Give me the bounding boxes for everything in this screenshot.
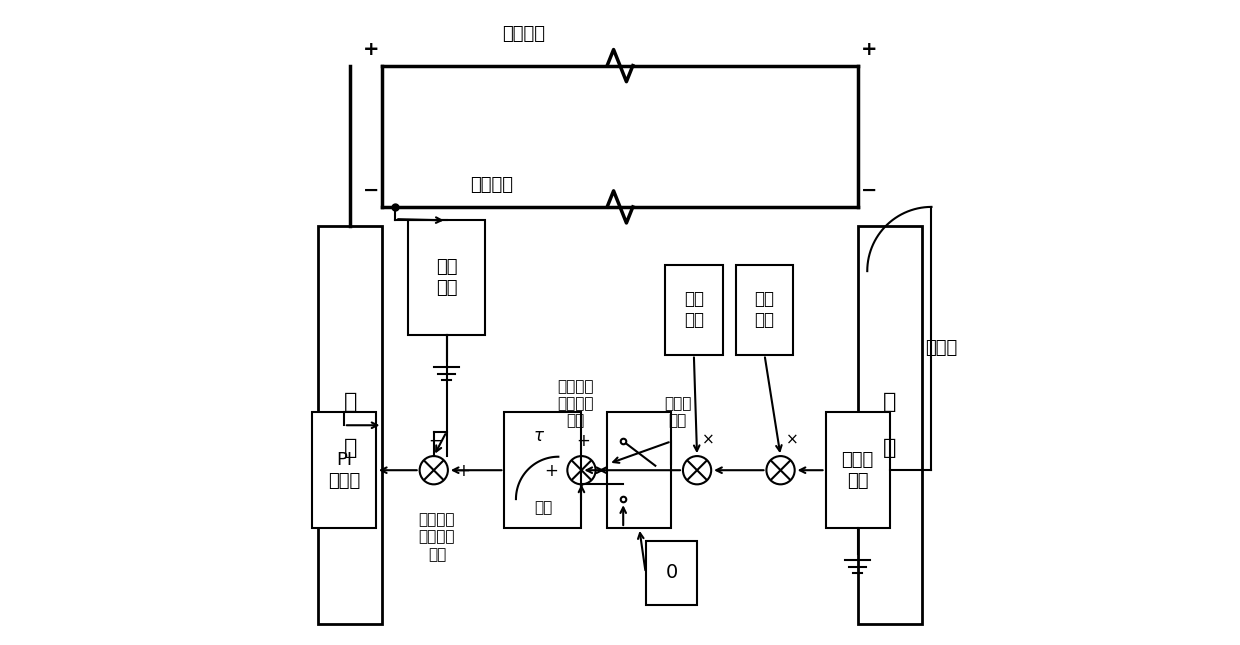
- FancyBboxPatch shape: [608, 412, 671, 528]
- Text: +: +: [575, 432, 590, 450]
- Text: 电

源: 电 源: [343, 392, 357, 459]
- FancyBboxPatch shape: [505, 412, 582, 528]
- Text: +: +: [544, 462, 558, 481]
- Text: 校准
系数: 校准 系数: [683, 290, 704, 329]
- FancyBboxPatch shape: [826, 412, 890, 528]
- Text: τ: τ: [534, 426, 544, 444]
- FancyBboxPatch shape: [319, 226, 382, 624]
- FancyBboxPatch shape: [735, 264, 794, 355]
- Text: +: +: [362, 40, 379, 59]
- Text: 滤波: 滤波: [533, 500, 552, 515]
- Text: 补偿电
压值: 补偿电 压值: [665, 396, 692, 428]
- Text: 电压
反馈: 电压 反馈: [435, 258, 458, 297]
- Text: 第一电缆: 第一电缆: [502, 25, 546, 43]
- Text: 补偿前输
出电压给
定值: 补偿前输 出电压给 定值: [557, 379, 593, 428]
- Text: ×: ×: [702, 433, 715, 448]
- Text: −: −: [861, 181, 877, 201]
- FancyBboxPatch shape: [665, 264, 723, 355]
- Text: 补偿
系数: 补偿 系数: [754, 290, 775, 329]
- Text: 0: 0: [665, 564, 677, 582]
- Text: 单片机
采样: 单片机 采样: [842, 451, 874, 490]
- Text: +: +: [861, 40, 878, 59]
- Text: −: −: [363, 181, 379, 201]
- Text: −: −: [428, 432, 441, 450]
- FancyBboxPatch shape: [311, 412, 376, 528]
- Text: 第二电缆: 第二电缆: [470, 176, 513, 194]
- Text: 细导线: 细导线: [925, 339, 957, 357]
- FancyBboxPatch shape: [408, 220, 485, 335]
- Text: 补偿后输
出电压给
定值: 补偿后输 出电压给 定值: [419, 512, 455, 562]
- Text: PI
调节器: PI 调节器: [327, 451, 360, 490]
- Text: ×: ×: [786, 433, 799, 448]
- FancyBboxPatch shape: [646, 541, 697, 605]
- FancyBboxPatch shape: [858, 226, 921, 624]
- Text: 负

载: 负 载: [883, 392, 897, 459]
- Text: +: +: [456, 462, 470, 481]
